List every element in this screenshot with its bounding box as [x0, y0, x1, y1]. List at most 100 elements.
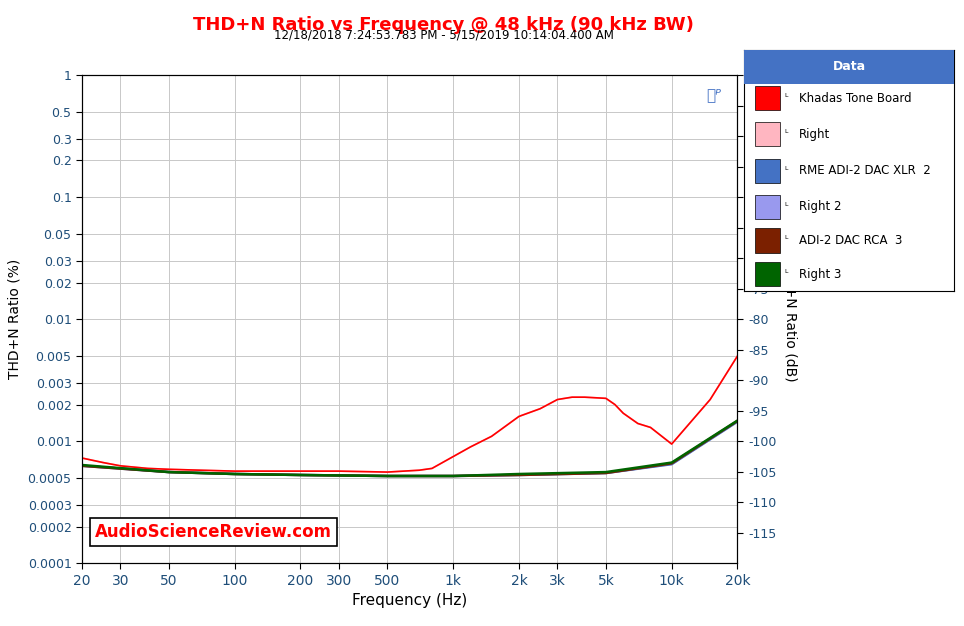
Bar — [755, 228, 780, 252]
L Khadas Tone Board — [267, 468, 279, 475]
L Right 3 — [228, 470, 240, 478]
L Right 3 — [732, 417, 743, 424]
L Right 2 — [382, 472, 393, 480]
Text: Ⓐᴾ: Ⓐᴾ — [707, 88, 721, 102]
L RME ADI-2 DAC XLR  2 — [666, 460, 678, 468]
L Right 3 — [666, 459, 678, 466]
L Right 2 — [76, 462, 88, 470]
L Right — [115, 462, 126, 470]
L ADI-2 DAC RCA  3 — [163, 468, 174, 476]
L Right — [142, 464, 153, 472]
L Right 3 — [601, 468, 612, 476]
L Khadas Tone Board — [115, 462, 126, 470]
L Khadas Tone Board — [195, 466, 206, 474]
L Right 2 — [601, 470, 612, 477]
L Right 3 — [76, 461, 88, 469]
Line: L RME ADI-2 DAC XLR  2: L RME ADI-2 DAC XLR 2 — [82, 422, 737, 476]
L Khadas Tone Board — [732, 352, 743, 360]
L Khadas Tone Board — [163, 466, 174, 473]
X-axis label: Frequency (Hz): Frequency (Hz) — [352, 593, 468, 608]
Line: L Khadas Tone Board: L Khadas Tone Board — [82, 356, 737, 472]
Text: Data: Data — [833, 61, 866, 73]
L Khadas Tone Board — [579, 393, 591, 401]
L Right — [228, 468, 240, 475]
L Right — [534, 405, 546, 413]
L RME ADI-2 DAC XLR  2 — [295, 471, 307, 479]
L Right — [163, 466, 174, 473]
Text: ᴸ: ᴸ — [784, 93, 788, 103]
Line: L Right 2: L Right 2 — [82, 422, 737, 476]
Text: RME ADI-2 DAC XLR  2: RME ADI-2 DAC XLR 2 — [799, 164, 930, 177]
Text: ᴸ: ᴸ — [784, 202, 788, 212]
L RME ADI-2 DAC XLR  2 — [447, 472, 459, 480]
L Right 3 — [513, 470, 524, 478]
Bar — [755, 122, 780, 146]
Text: ᴸ: ᴸ — [784, 130, 788, 140]
L Right — [732, 352, 743, 360]
Text: AudioScienceReview.com: AudioScienceReview.com — [95, 523, 332, 540]
L ADI-2 DAC RCA  3 — [76, 462, 88, 470]
L Right — [465, 443, 476, 451]
L Right 2 — [295, 471, 307, 479]
L Right 2 — [228, 470, 240, 478]
L Right — [601, 394, 612, 402]
Y-axis label: THD+N Ratio (%): THD+N Ratio (%) — [8, 259, 22, 379]
Text: ᴸ: ᴸ — [784, 269, 788, 279]
Bar — [755, 262, 780, 286]
L ADI-2 DAC RCA  3 — [732, 417, 743, 424]
L Right — [486, 433, 497, 440]
L Right — [666, 440, 678, 448]
L Right — [426, 464, 438, 472]
L Khadas Tone Board — [513, 413, 524, 420]
L ADI-2 DAC RCA  3 — [382, 472, 393, 480]
L Right 2 — [732, 418, 743, 426]
L Khadas Tone Board — [228, 468, 240, 475]
L ADI-2 DAC RCA  3 — [228, 470, 240, 478]
L Right — [414, 466, 425, 474]
L Right — [382, 468, 393, 476]
L Right 3 — [295, 471, 307, 479]
L Khadas Tone Board — [97, 459, 109, 466]
Text: Right 3: Right 3 — [799, 268, 842, 280]
L Right — [632, 420, 644, 428]
Text: Khadas Tone Board: Khadas Tone Board — [799, 92, 912, 105]
L Right — [76, 454, 88, 462]
L Khadas Tone Board — [295, 468, 307, 475]
L Right 2 — [447, 472, 459, 480]
L Khadas Tone Board — [609, 401, 621, 408]
L Right — [513, 413, 524, 420]
L Khadas Tone Board — [617, 409, 629, 417]
L Khadas Tone Board — [414, 466, 425, 474]
L Right 3 — [382, 472, 393, 480]
L ADI-2 DAC RCA  3 — [666, 459, 678, 467]
L ADI-2 DAC RCA  3 — [601, 470, 612, 477]
L Right — [447, 453, 459, 460]
L Khadas Tone Board — [465, 443, 476, 451]
L RME ADI-2 DAC XLR  2 — [732, 418, 743, 426]
L Khadas Tone Board — [142, 464, 153, 472]
L ADI-2 DAC RCA  3 — [447, 472, 459, 480]
L Right — [645, 424, 656, 431]
Text: THD+N Ratio vs Frequency @ 48 kHz (90 kHz BW): THD+N Ratio vs Frequency @ 48 kHz (90 kH… — [193, 16, 694, 34]
L Khadas Tone Board — [645, 424, 656, 431]
L Khadas Tone Board — [705, 396, 716, 403]
Text: Right: Right — [799, 128, 830, 141]
L Khadas Tone Board — [601, 394, 612, 402]
L Right 3 — [447, 472, 459, 480]
L RME ADI-2 DAC XLR  2 — [601, 470, 612, 477]
L RME ADI-2 DAC XLR  2 — [163, 468, 174, 476]
L Khadas Tone Board — [666, 440, 678, 448]
L Right — [579, 393, 591, 401]
L Khadas Tone Board — [566, 393, 577, 401]
L Right — [551, 396, 563, 403]
L Right 2 — [666, 460, 678, 468]
L Right 3 — [163, 468, 174, 476]
L Khadas Tone Board — [486, 433, 497, 440]
L Khadas Tone Board — [334, 468, 345, 475]
L Right — [705, 396, 716, 403]
L RME ADI-2 DAC XLR  2 — [228, 470, 240, 478]
L Khadas Tone Board — [534, 405, 546, 413]
Text: ᴸ: ᴸ — [784, 166, 788, 175]
Text: ᴸ: ᴸ — [784, 235, 788, 245]
L Right — [617, 409, 629, 417]
